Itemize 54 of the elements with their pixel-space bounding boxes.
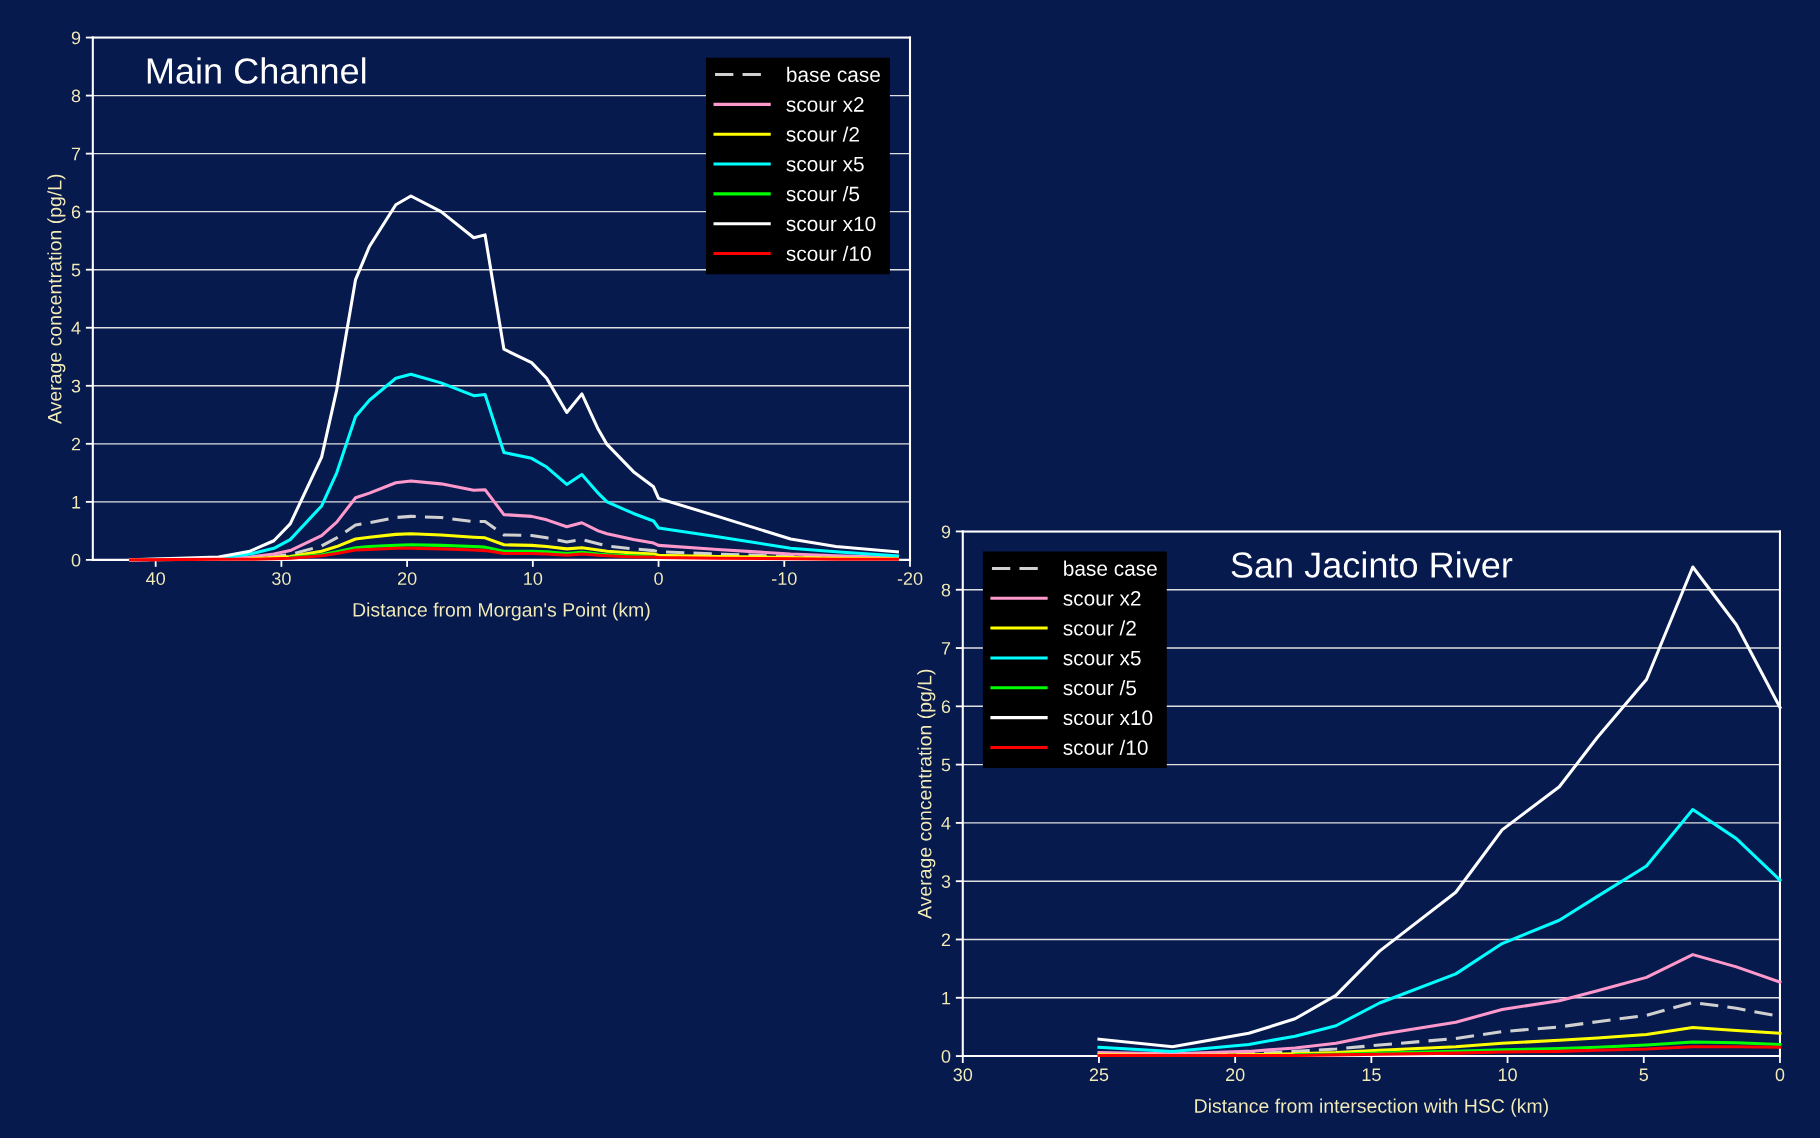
y-tick-label: 0	[71, 553, 81, 567]
legend-label: scour /2	[786, 126, 859, 142]
legend-label: scour x2	[786, 97, 864, 112]
chart-title: Main Channel	[147, 57, 366, 84]
y-tick-label: 1	[72, 495, 81, 509]
y-tick-label: 8	[941, 583, 951, 597]
legend-label: scour x5	[1063, 650, 1141, 666]
x-tick-label: 40	[146, 572, 166, 585]
y-tick-label: 7	[941, 642, 951, 655]
x-tick-label: 20	[1226, 1068, 1245, 1082]
y-tick-label: 9	[71, 31, 81, 45]
legend-label: base case	[1064, 560, 1157, 576]
chart-title: San Jacinto River	[1231, 551, 1513, 578]
y-tick-label: 2	[941, 933, 951, 947]
x-axis-title: Distance from Morgan's Point (km)	[353, 602, 650, 621]
y-tick-label: 3	[941, 875, 951, 888]
legend-label: base case	[787, 66, 880, 83]
y-tick-label: 0	[941, 1050, 951, 1063]
x-tick-label: 10	[1498, 1068, 1517, 1082]
y-tick-label: 1	[942, 991, 951, 1005]
x-tick-label: 25	[1089, 1068, 1109, 1082]
y-tick-label: 8	[71, 89, 81, 103]
x-tick-label: 0	[654, 572, 663, 585]
x-tick-label: 20	[397, 572, 417, 585]
x-tick-label: 0	[1775, 1068, 1785, 1082]
x-axis-title: Distance from intersection with HSC (km)	[1195, 1098, 1548, 1117]
y-tick-label: 4	[71, 321, 81, 335]
y-tick-label: 4	[941, 817, 951, 830]
y-tick-label: 9	[941, 525, 951, 539]
y-tick-label: 7	[71, 147, 81, 161]
legend-label: scour /10	[1063, 739, 1148, 755]
x-tick-label: 15	[1362, 1068, 1381, 1082]
legend-label: scour x2	[1063, 591, 1141, 606]
y-tick-label: 2	[71, 437, 81, 451]
y-axis-title: Average concentration (pg/L)	[917, 669, 936, 919]
x-tick-label: 30	[272, 572, 291, 585]
x-tick-label: -20	[897, 572, 923, 585]
y-tick-label: 5	[941, 758, 951, 772]
y-axis-title: Average concentration (pg/L)	[47, 174, 66, 424]
legend-label: scour /5	[786, 186, 860, 202]
x-tick-label: 5	[1639, 1068, 1649, 1082]
legend-label: scour /2	[1063, 620, 1136, 636]
x-tick-label: 10	[524, 572, 543, 585]
legend-label: scour x5	[786, 157, 864, 172]
legend-label: scour x10	[786, 216, 876, 232]
y-tick-label: 6	[941, 700, 951, 714]
y-tick-label: 5	[71, 263, 81, 277]
x-tick-label: 30	[953, 1068, 973, 1082]
legend-label: scour /10	[786, 245, 871, 262]
legend-label: scour /5	[1063, 679, 1137, 696]
x-tick-label: -10	[772, 572, 797, 585]
y-tick-label: 3	[71, 379, 81, 393]
legend-label: scour x10	[1063, 710, 1153, 726]
y-tick-label: 6	[71, 205, 81, 219]
